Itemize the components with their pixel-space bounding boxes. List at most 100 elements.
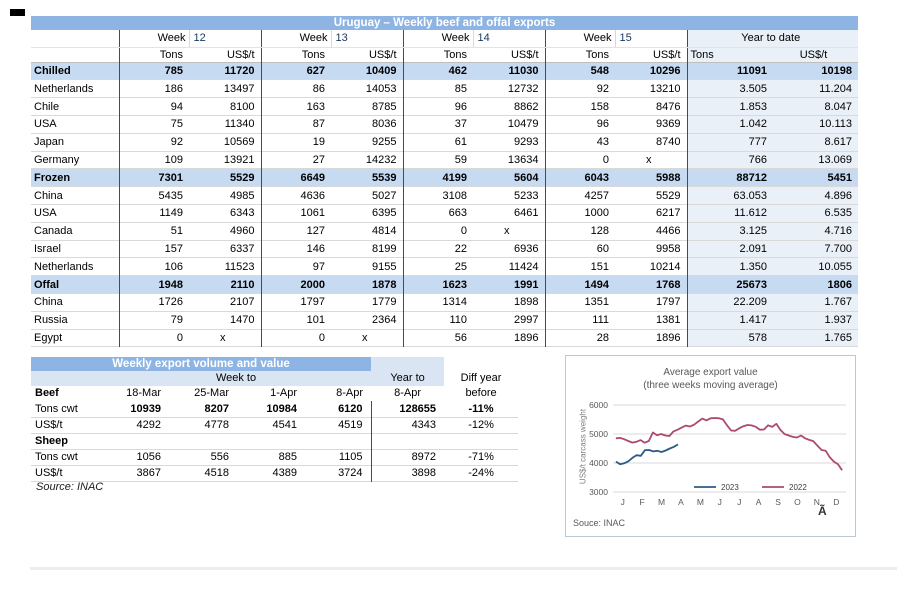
value-cell: 8785 [372,100,397,113]
row-label: Netherlands [34,82,94,95]
value-cell: 51 [118,222,189,241]
value-cell: 0 [118,329,189,347]
value-cell: 1948 [118,275,189,294]
value-cell: 14232 [365,153,397,166]
row-label: Russia [34,314,68,327]
value-cell: 28 [544,329,615,347]
value-cell [444,433,518,449]
value-cell: 1623 [402,275,473,294]
empty-cell [371,357,445,371]
week-number: 14 [472,30,545,48]
value-cell [237,433,305,449]
value-cell: 22 [402,240,473,258]
value-cell: 1896 [514,331,539,344]
value-cell: 9369 [656,118,681,131]
value-cell [305,433,371,449]
value-cell: 5539 [331,168,403,187]
value-cell: 88712 [686,168,773,187]
units-header-row: Tons US$/t Tons US$/t Tons US$/t Tons US… [31,47,858,63]
value-cell: 11.204 [773,79,858,98]
value-cell: 6936 [514,242,539,255]
value-cell: 19 [260,133,331,152]
value-cell: 10409 [331,62,403,80]
chart-source-note: Souce: INAC [573,518,626,528]
x-tick-label: M [658,497,665,507]
value-cell: 92 [118,133,189,152]
value-cell: 85 [402,79,473,98]
tons-header: Tons [544,47,615,63]
value-cell: 0 [544,151,615,169]
value-cell: -12% [468,418,494,431]
value-cell: 1878 [331,275,403,294]
week-header-row: Week 12 Week 13 Week 14 Week 15 Year to … [31,30,858,48]
value-cell: 11340 [224,118,255,131]
empty-cell [31,30,119,48]
value-cell: 79 [118,311,189,330]
value-cell: 1351 [544,293,615,312]
value-cell: 11424 [508,260,539,273]
value-cell: 10.055 [773,257,858,276]
row-label: China [34,189,63,202]
value-cell: 4.896 [773,186,858,205]
x-tick-label: O [794,497,801,507]
value-cell: 578 [686,329,773,347]
table-row: US$/t 4292 4778 4541 4519 4343 -12% [31,417,519,433]
value-cell: 4814 [372,225,397,238]
value-cell: x [220,331,226,344]
x-tick-label: J [737,497,741,507]
value-cell: 6395 [372,207,397,220]
value-cell: 4343 [370,417,445,433]
usd-header: US$/t [510,48,539,61]
value-cell: 10.113 [773,115,858,134]
value-cell: 1381 [656,314,681,327]
value-cell: 1.853 [686,97,773,116]
value-cell: 1896 [656,331,681,344]
table-row: Chile 94 8100 163 8785 96 8862 158 8476 1.853 8.04… [31,97,858,116]
value-cell: 3108 [402,186,473,205]
legend-label-2022: 2022 [789,483,807,492]
y-tick-label: 4000 [589,458,608,468]
date-header: 1-Apr [270,387,297,400]
row-label: China [34,296,63,309]
week-label: Week [402,30,473,48]
value-cell: 885 [278,450,297,463]
value-cell: 1314 [402,293,473,312]
value-cell [370,433,445,449]
x-tick-label: J [621,497,625,507]
week-label: Week [118,30,189,48]
value-cell: 4985 [230,189,255,202]
table-row: US$/t 3867 4518 4389 3724 3898 -24% [31,465,519,481]
year-to-header: Year to [371,371,445,386]
x-tick-label: N [814,497,820,507]
value-cell: 1149 [118,204,189,223]
value-cell: 96 [544,115,615,134]
ytd-tons-header: Tons [686,47,773,63]
chart-title: Average export value [663,367,758,378]
usd-header: US$/t [652,48,681,61]
beef-section-label: Beef [35,387,59,400]
value-cell: 186 [118,79,189,98]
week-number: 12 [188,30,261,48]
value-cell: 8.617 [773,133,858,152]
value-cell: 106 [118,257,189,276]
ytd-usd-header: US$/t [773,47,858,63]
chart-y-axis-label: US$/t carcass weight [578,408,588,485]
value-cell: 14053 [365,82,397,95]
weekly-date-header-row: Beef 18-Mar 25-Mar 1-Apr 8-Apr 8-Apr bef… [31,386,518,401]
value-cell: -11% [468,402,494,415]
value-cell: 10198 [773,62,858,80]
value-cell: 4466 [656,225,681,238]
table-row: Chilled 785 11720 627 10409 462 11030 548 10296 1… [31,62,858,80]
value-cell: 5435 [118,186,189,205]
value-cell: 86 [260,79,331,98]
value-cell: 59 [402,151,473,169]
value-cell: 4199 [402,168,473,187]
table-row: Netherlands 186 13497 86 14053 85 12732 92 13210… [31,79,858,98]
value-cell: 87 [260,115,331,134]
table-row: Tons cwt 10939 8207 10984 6120 128655 -11% [31,401,519,417]
value-cell: 97 [260,257,331,276]
value-cell: 111 [544,311,615,330]
value-cell: 13210 [649,82,681,95]
value-cell: 1494 [544,275,615,294]
usd-header: US$/t [368,48,397,61]
